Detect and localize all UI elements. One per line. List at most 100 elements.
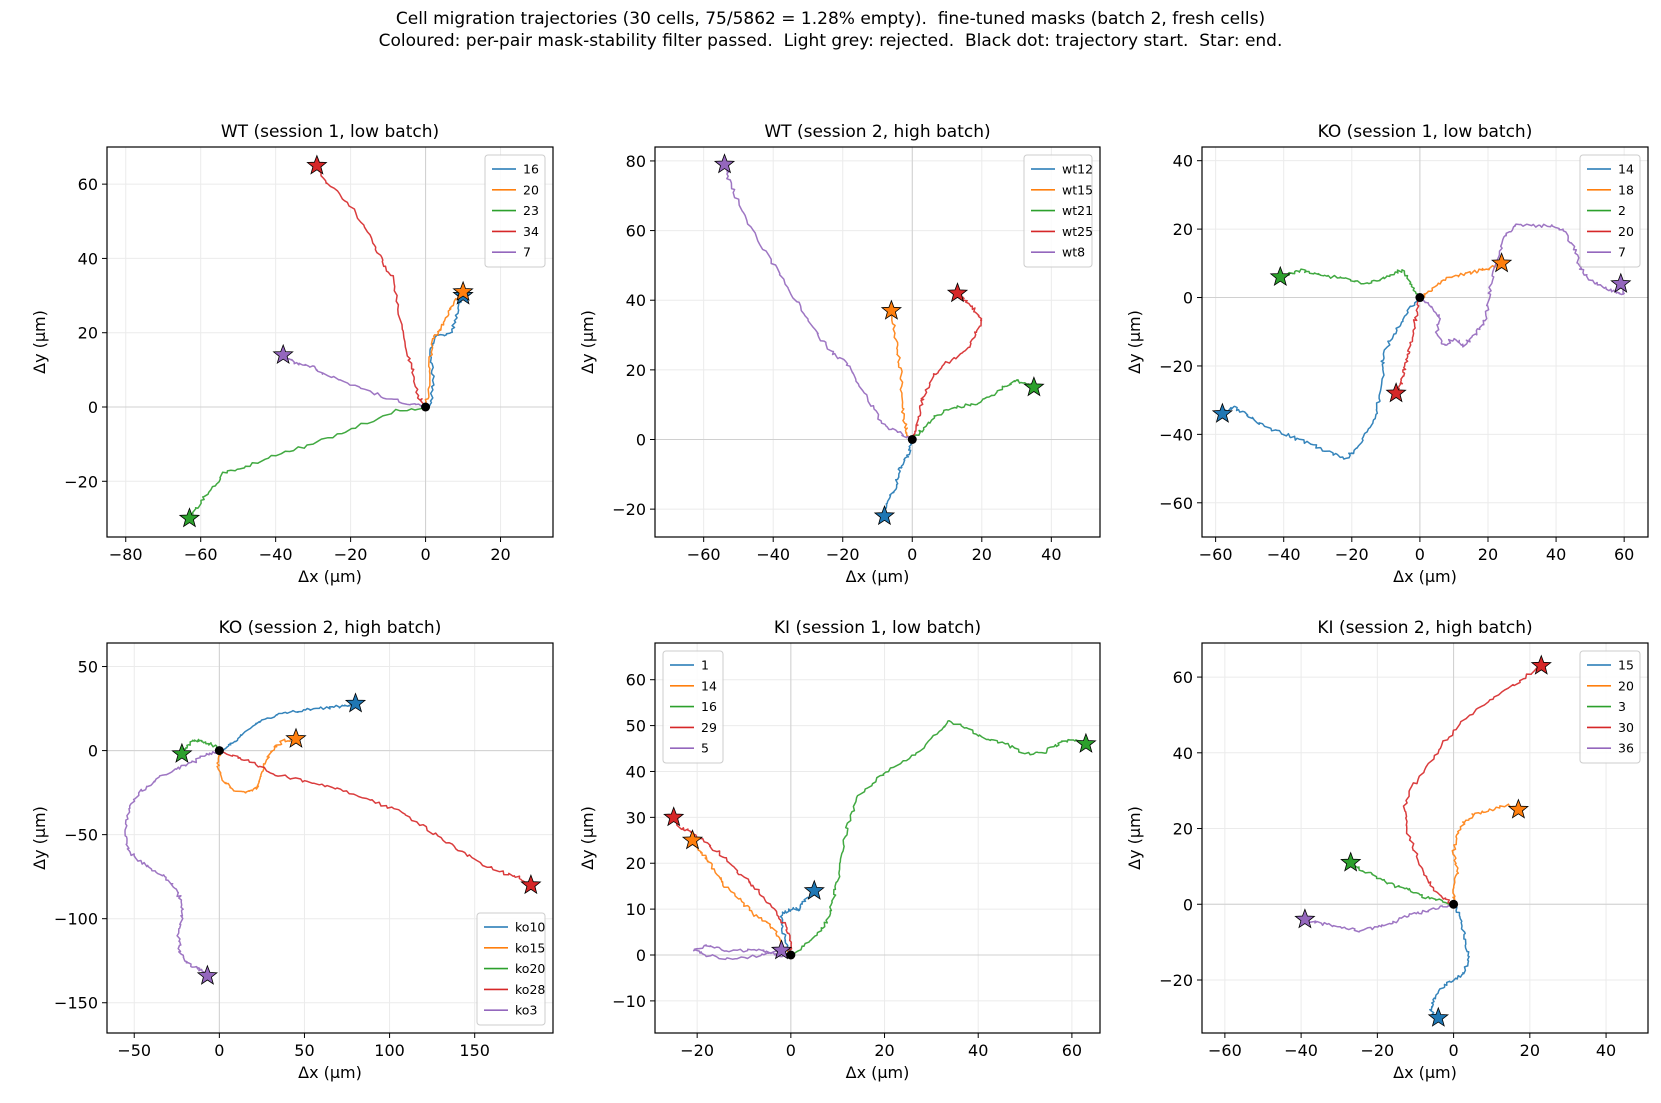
trajectory-line-ko20 [181, 738, 221, 754]
legend-label: ko20 [515, 961, 545, 976]
trajectory-line-ko3 [124, 750, 220, 977]
end-star-34 [306, 154, 328, 175]
legend-box [476, 912, 546, 1026]
x-axis-label: Δx (µm) [298, 1063, 362, 1082]
x-tick-label: 20 [490, 545, 510, 564]
y-tick-label: −40 [1159, 425, 1193, 444]
start-dot [214, 746, 224, 756]
legend-label: 14 [1618, 162, 1634, 177]
x-tick-label: −20 [1360, 1041, 1394, 1060]
legend-label: 3 [1618, 699, 1626, 714]
y-tick-label: 20 [626, 854, 646, 873]
legend-label: wt8 [1062, 245, 1085, 260]
y-tick-label: 0 [636, 431, 646, 450]
legend: ko10 ko15 ko20 ko28 ko3 [476, 912, 546, 1026]
y-tick-label: 40 [78, 249, 98, 268]
panel-title: WT (session 2, high batch) [764, 122, 990, 142]
legend: 14 18 2 20 7 [1579, 154, 1641, 268]
y-axis-label: Δy (µm) [1125, 310, 1144, 374]
y-tick-label: −20 [64, 472, 98, 491]
end-star-23 [178, 507, 201, 528]
trajectory-line-20 [1451, 803, 1519, 905]
legend: 1 14 16 29 5 [662, 650, 724, 764]
trajectory-line-wt8 [724, 163, 913, 441]
panel-title: KI (session 2, high batch) [1317, 618, 1532, 638]
y-tick-label: −10 [612, 992, 646, 1011]
axes-frame [1201, 642, 1649, 1034]
start-dot [907, 435, 917, 444]
end-star-ko10 [344, 692, 367, 713]
trajectory-line-14 [1221, 296, 1421, 460]
x-tick-label: 40 [1041, 545, 1061, 564]
legend-label: ko28 [515, 982, 545, 997]
y-tick-label: 20 [1173, 220, 1193, 239]
legend-label: ko10 [515, 920, 545, 935]
legend-label: 30 [1618, 720, 1634, 735]
axes-frame [654, 146, 1101, 538]
end-star-20 [452, 280, 474, 301]
trajectory-line-wt25 [910, 292, 983, 441]
x-tick-label: −40 [756, 545, 790, 564]
x-tick-label: −20 [334, 545, 368, 564]
legend-label: 7 [1618, 245, 1626, 260]
panel-3: −60 −40 −20 0 20 40 60 −60 −40 −20 0 20 40 KO (sessio… [1125, 122, 1649, 586]
y-tick-label: 60 [78, 175, 98, 194]
trajectory-line-wt12 [883, 438, 914, 517]
x-tick-label: 150 [459, 1041, 490, 1060]
legend-label: 34 [523, 224, 539, 239]
trajectory-line-5 [692, 944, 792, 961]
legend: 15 20 3 30 36 [1579, 650, 1641, 764]
y-tick-label: −20 [1159, 971, 1193, 990]
panel-title: KI (session 1, low batch) [774, 618, 981, 638]
x-tick-label: 40 [1546, 545, 1566, 564]
end-star-15 [1427, 1006, 1449, 1027]
trajectory-line-3 [1350, 861, 1455, 906]
trajectory-line-ko15 [216, 737, 296, 794]
y-tick-label: 80 [626, 152, 646, 171]
legend: wt12 wt15 wt21 wt25 wt8 [1023, 154, 1093, 268]
x-tick-label: 40 [968, 1041, 988, 1060]
x-tick-label: −20 [680, 1041, 714, 1060]
panel-4: −50 0 50 100 150 −150 −100 −50 0 50 KO (session 2,… [30, 618, 554, 1082]
legend-label: 7 [523, 245, 531, 260]
y-tick-label: 0 [88, 742, 98, 761]
end-star-ko3 [196, 964, 218, 985]
x-tick-label: −40 [259, 545, 293, 564]
y-tick-label: 60 [626, 222, 646, 241]
legend-label: wt15 [1062, 182, 1093, 197]
x-axis-label: Δx (µm) [298, 567, 362, 586]
end-star-14 [681, 829, 704, 850]
panel-2: −60 −40 −20 0 20 40 −20 0 20 40 60 80 WT (session 2,… [578, 122, 1101, 586]
x-tick-label: 0 [1415, 545, 1425, 564]
y-axis-label: Δy (µm) [578, 310, 597, 374]
legend-label: 20 [1618, 224, 1634, 239]
figure-title: Cell migration trajectories (30 cells, 7… [0, 8, 1661, 52]
legend-label: 23 [523, 203, 539, 218]
legend: 16 20 23 34 7 [484, 154, 546, 268]
trajectory-line-wt21 [911, 378, 1034, 441]
legend-label: 20 [523, 182, 539, 197]
y-tick-label: −20 [612, 500, 646, 519]
axes-frame [106, 642, 554, 1034]
x-tick-label: 0 [420, 545, 430, 564]
x-tick-label: −60 [687, 545, 721, 564]
legend-label: 36 [1618, 741, 1634, 756]
end-star-16 [1075, 732, 1097, 753]
x-axis-label: Δx (µm) [1393, 567, 1457, 586]
y-tick-label: 60 [1173, 668, 1193, 687]
trajectory-line-29 [672, 816, 793, 956]
legend-label: wt12 [1062, 162, 1093, 177]
trajectory-line-23 [188, 406, 426, 519]
end-star-7 [272, 343, 294, 365]
y-tick-label: 0 [1183, 895, 1193, 914]
x-axis-label: Δx (µm) [846, 567, 910, 586]
x-tick-label: 40 [1596, 1041, 1616, 1060]
x-tick-label: 20 [1478, 545, 1498, 564]
start-dot [786, 950, 796, 960]
trajectory-line-16 [425, 295, 464, 409]
y-tick-label: 20 [1173, 820, 1193, 839]
end-star-ko15 [285, 727, 307, 748]
y-tick-label: 30 [626, 808, 646, 827]
trajectory-line-wt15 [890, 310, 913, 441]
y-tick-label: 0 [88, 398, 98, 417]
